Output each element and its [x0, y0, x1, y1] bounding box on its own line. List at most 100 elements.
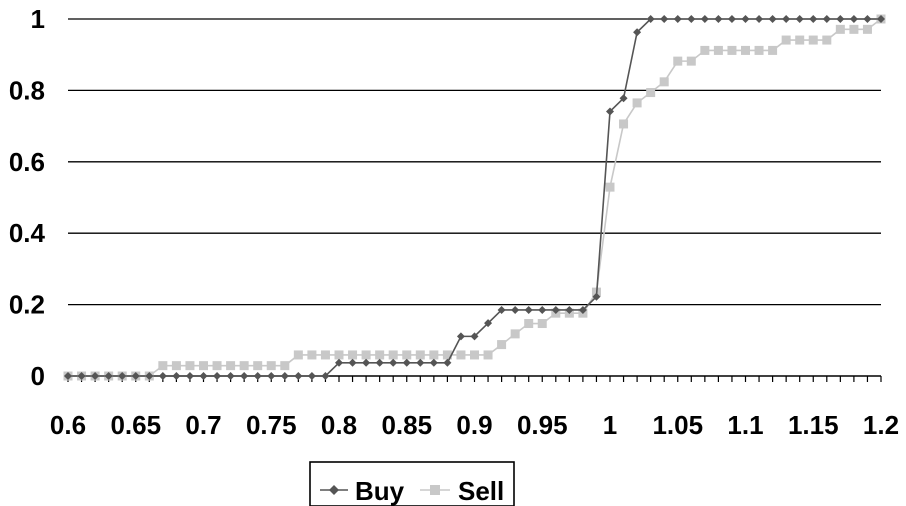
- data-point-sell: [361, 350, 371, 360]
- x-tick-label: 0.85: [381, 410, 432, 440]
- x-tick-label: 0.8: [321, 410, 357, 440]
- data-point-buy: [375, 358, 384, 367]
- data-point-sell: [171, 361, 181, 371]
- x-tick-label: 1: [603, 410, 617, 440]
- data-point-buy: [822, 15, 831, 23]
- data-point-buy: [592, 292, 601, 301]
- y-tick-label: 0.2: [9, 290, 45, 320]
- legend-box: [309, 461, 515, 506]
- y-tick-label: 0.6: [9, 147, 45, 177]
- data-point-buy: [524, 305, 533, 314]
- data-point-buy: [809, 15, 818, 23]
- data-point-buy: [429, 358, 438, 367]
- data-point-sell: [849, 24, 859, 34]
- data-point-buy: [240, 372, 249, 380]
- data-point-sell: [280, 361, 290, 371]
- data-point-buy: [131, 372, 140, 380]
- data-point-buy: [253, 372, 262, 380]
- data-point-buy: [91, 372, 100, 380]
- data-point-buy: [321, 372, 330, 380]
- data-point-buy: [646, 15, 655, 23]
- legend-buy-label: Buy: [355, 476, 405, 506]
- data-point-buy: [104, 372, 113, 380]
- data-point-buy: [578, 305, 587, 314]
- data-point-sell: [293, 350, 303, 360]
- x-tick-label: 0.75: [246, 410, 297, 440]
- legend: Buy Sell: [309, 461, 515, 506]
- data-point-buy: [185, 372, 194, 380]
- data-point-buy: [755, 15, 764, 23]
- data-point-sell: [429, 350, 439, 360]
- data-point-buy: [402, 358, 411, 367]
- data-point-buy: [307, 372, 316, 380]
- data-point-sell: [659, 77, 669, 87]
- data-point-buy: [77, 372, 86, 380]
- data-point-buy: [456, 332, 465, 341]
- y-tick-label: 0.8: [9, 75, 45, 105]
- y-tick-label: 0.4: [9, 218, 46, 248]
- data-point-buy: [660, 15, 669, 23]
- data-point-buy: [782, 15, 791, 23]
- data-point-buy: [362, 358, 371, 367]
- data-point-sell: [822, 35, 832, 45]
- data-point-buy: [199, 372, 208, 380]
- data-point-buy: [348, 358, 357, 367]
- gridlines: [68, 18, 881, 306]
- data-point-sell: [212, 361, 222, 371]
- data-point-sell: [226, 361, 236, 371]
- data-point-buy: [877, 15, 885, 23]
- data-point-sell: [795, 35, 805, 45]
- legend-sell-label: Sell: [458, 476, 504, 506]
- data-point-sell: [442, 350, 452, 360]
- x-tick-label: 0.7: [185, 410, 221, 440]
- data-point-buy: [213, 372, 222, 380]
- data-point-buy: [714, 15, 723, 23]
- legend-sell-marker: [430, 485, 440, 495]
- data-point-sell: [605, 182, 615, 192]
- x-tick-label: 0.95: [517, 410, 568, 440]
- data-point-sell: [483, 350, 493, 360]
- data-point-buy: [687, 15, 696, 23]
- data-point-sell: [307, 350, 317, 360]
- data-point-buy: [416, 358, 425, 367]
- series-sell: [63, 14, 886, 381]
- x-tick-label: 1.15: [788, 410, 839, 440]
- data-point-sell: [158, 361, 168, 371]
- data-point-buy: [836, 15, 845, 23]
- data-point-sell: [808, 35, 818, 45]
- x-axis-tick-labels: 0.6 0.65 0.7 0.75 0.8 0.85 0.9 0.95 1 1.05 1.1 1.15…: [50, 410, 899, 440]
- data-point-sell: [510, 329, 520, 339]
- data-point-sell: [185, 361, 195, 371]
- data-point-buy: [267, 372, 276, 380]
- x-tick-label: 0.65: [110, 410, 161, 440]
- data-point-buy: [619, 94, 628, 103]
- data-point-sell: [741, 45, 750, 55]
- data-point-buy: [226, 372, 235, 380]
- data-point-sell: [470, 350, 479, 360]
- y-tick-label: 0: [31, 361, 45, 391]
- series-layer: [63, 14, 886, 381]
- data-point-buy: [335, 358, 343, 367]
- data-point-sell: [334, 350, 344, 360]
- data-point-buy: [565, 305, 574, 314]
- data-point-sell: [632, 98, 642, 108]
- series-buy: [64, 15, 885, 380]
- legend-buy-marker: [329, 485, 339, 495]
- data-point-sell: [646, 88, 656, 98]
- y-tick-label: 1: [31, 4, 45, 34]
- data-point-sell: [862, 24, 872, 34]
- data-point-sell: [700, 45, 710, 55]
- data-point-buy: [741, 15, 750, 23]
- data-point-buy: [470, 332, 479, 341]
- data-point-sell: [673, 56, 683, 66]
- data-point-buy: [863, 15, 872, 23]
- data-point-sell: [348, 350, 358, 360]
- data-point-sell: [239, 361, 249, 371]
- data-point-buy: [551, 305, 560, 314]
- series-line-sell: [68, 18, 882, 377]
- series-line-buy: [68, 18, 881, 377]
- data-point-sell: [266, 361, 276, 371]
- data-point-buy: [158, 372, 167, 380]
- data-point-sell: [619, 119, 629, 129]
- data-point-buy: [64, 372, 72, 380]
